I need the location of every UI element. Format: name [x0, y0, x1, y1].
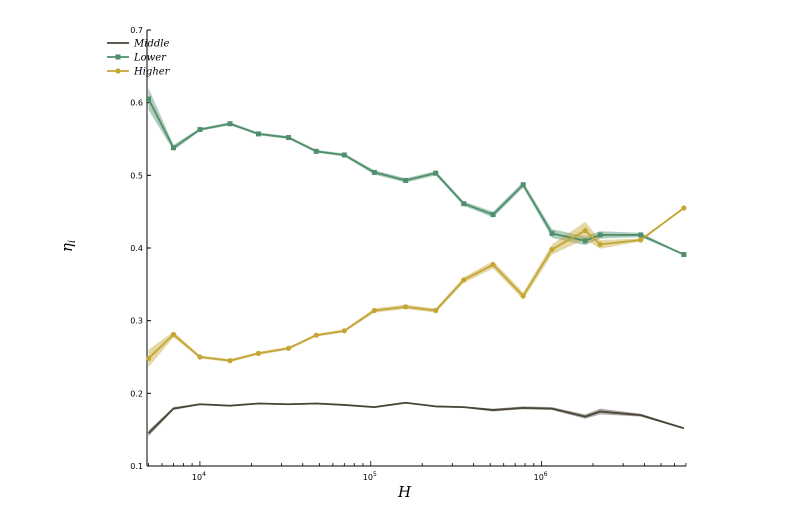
y-tick-label: 0.4	[130, 244, 143, 253]
confidence-bands	[148, 88, 684, 437]
data-point-lower	[461, 201, 467, 207]
data-point-higher	[227, 358, 233, 364]
data-point-lower	[371, 169, 377, 175]
data-point-higher	[170, 331, 177, 338]
series-line-higher	[147, 207, 685, 362]
data-point-higher	[582, 227, 588, 234]
series-lines	[147, 98, 685, 434]
data-point-lower	[341, 152, 347, 158]
data-point-higher	[255, 350, 262, 356]
series-markers	[145, 96, 687, 364]
data-point-higher	[433, 307, 439, 314]
data-point-lower	[227, 121, 233, 127]
data-point-higher	[341, 328, 347, 334]
data-point-lower	[170, 145, 176, 151]
data-point-higher	[403, 304, 409, 310]
legend: Middle Lower Higher	[107, 39, 171, 78]
data-point-higher	[461, 277, 467, 283]
data-point-lower	[490, 212, 496, 218]
data-point-lower	[286, 135, 292, 141]
data-point-lower	[403, 177, 409, 183]
x-tick-label: 105	[363, 471, 377, 482]
y-tick-label: 0.5	[130, 171, 143, 180]
x-axis-label: H	[397, 483, 412, 501]
legend-label-higher: Higher	[133, 67, 171, 78]
data-point-lower	[582, 238, 588, 244]
data-point-higher	[490, 262, 496, 268]
data-point-lower	[638, 232, 644, 238]
data-point-higher	[197, 354, 203, 360]
axes: 0.1 0.2 0.3 0.4 0.5 0.6 0.7 104 105 106 Hηi	[58, 26, 687, 501]
x-tick-label: 106	[534, 471, 548, 482]
legend-label-middle: Middle	[133, 39, 169, 50]
data-point-lower	[433, 170, 439, 176]
data-point-lower	[520, 182, 526, 188]
data-point-lower	[255, 131, 261, 137]
data-point-higher	[285, 345, 292, 351]
legend-marker-higher	[115, 68, 121, 74]
legend-label-lower: Lower	[133, 53, 167, 64]
data-point-lower	[597, 232, 603, 238]
data-point-higher	[313, 332, 319, 338]
y-tick-label: 0.1	[130, 462, 143, 471]
data-point-lower	[549, 230, 555, 236]
data-point-higher	[520, 293, 526, 299]
series-band-middle	[148, 402, 684, 437]
data-point-higher	[681, 205, 687, 211]
legend-marker-lower	[115, 54, 121, 60]
data-point-higher	[371, 307, 377, 314]
data-point-lower	[145, 96, 151, 102]
data-point-lower	[681, 252, 687, 258]
y-axis-label: ηi	[58, 240, 78, 252]
y-tick-label: 0.6	[130, 99, 143, 108]
x-tick-label: 104	[192, 471, 206, 482]
data-point-higher	[638, 237, 644, 243]
y-tick-label: 0.7	[130, 26, 143, 35]
series-line-middle	[147, 401, 685, 434]
data-point-higher	[549, 246, 555, 253]
y-tick-label: 0.2	[130, 389, 143, 398]
data-point-lower	[313, 148, 319, 154]
y-tick-label: 0.3	[130, 317, 143, 326]
data-point-higher	[145, 355, 152, 362]
series-band-lower	[148, 88, 684, 256]
series-band-higher	[148, 207, 684, 368]
data-point-higher	[597, 241, 603, 247]
data-point-lower	[197, 127, 203, 133]
